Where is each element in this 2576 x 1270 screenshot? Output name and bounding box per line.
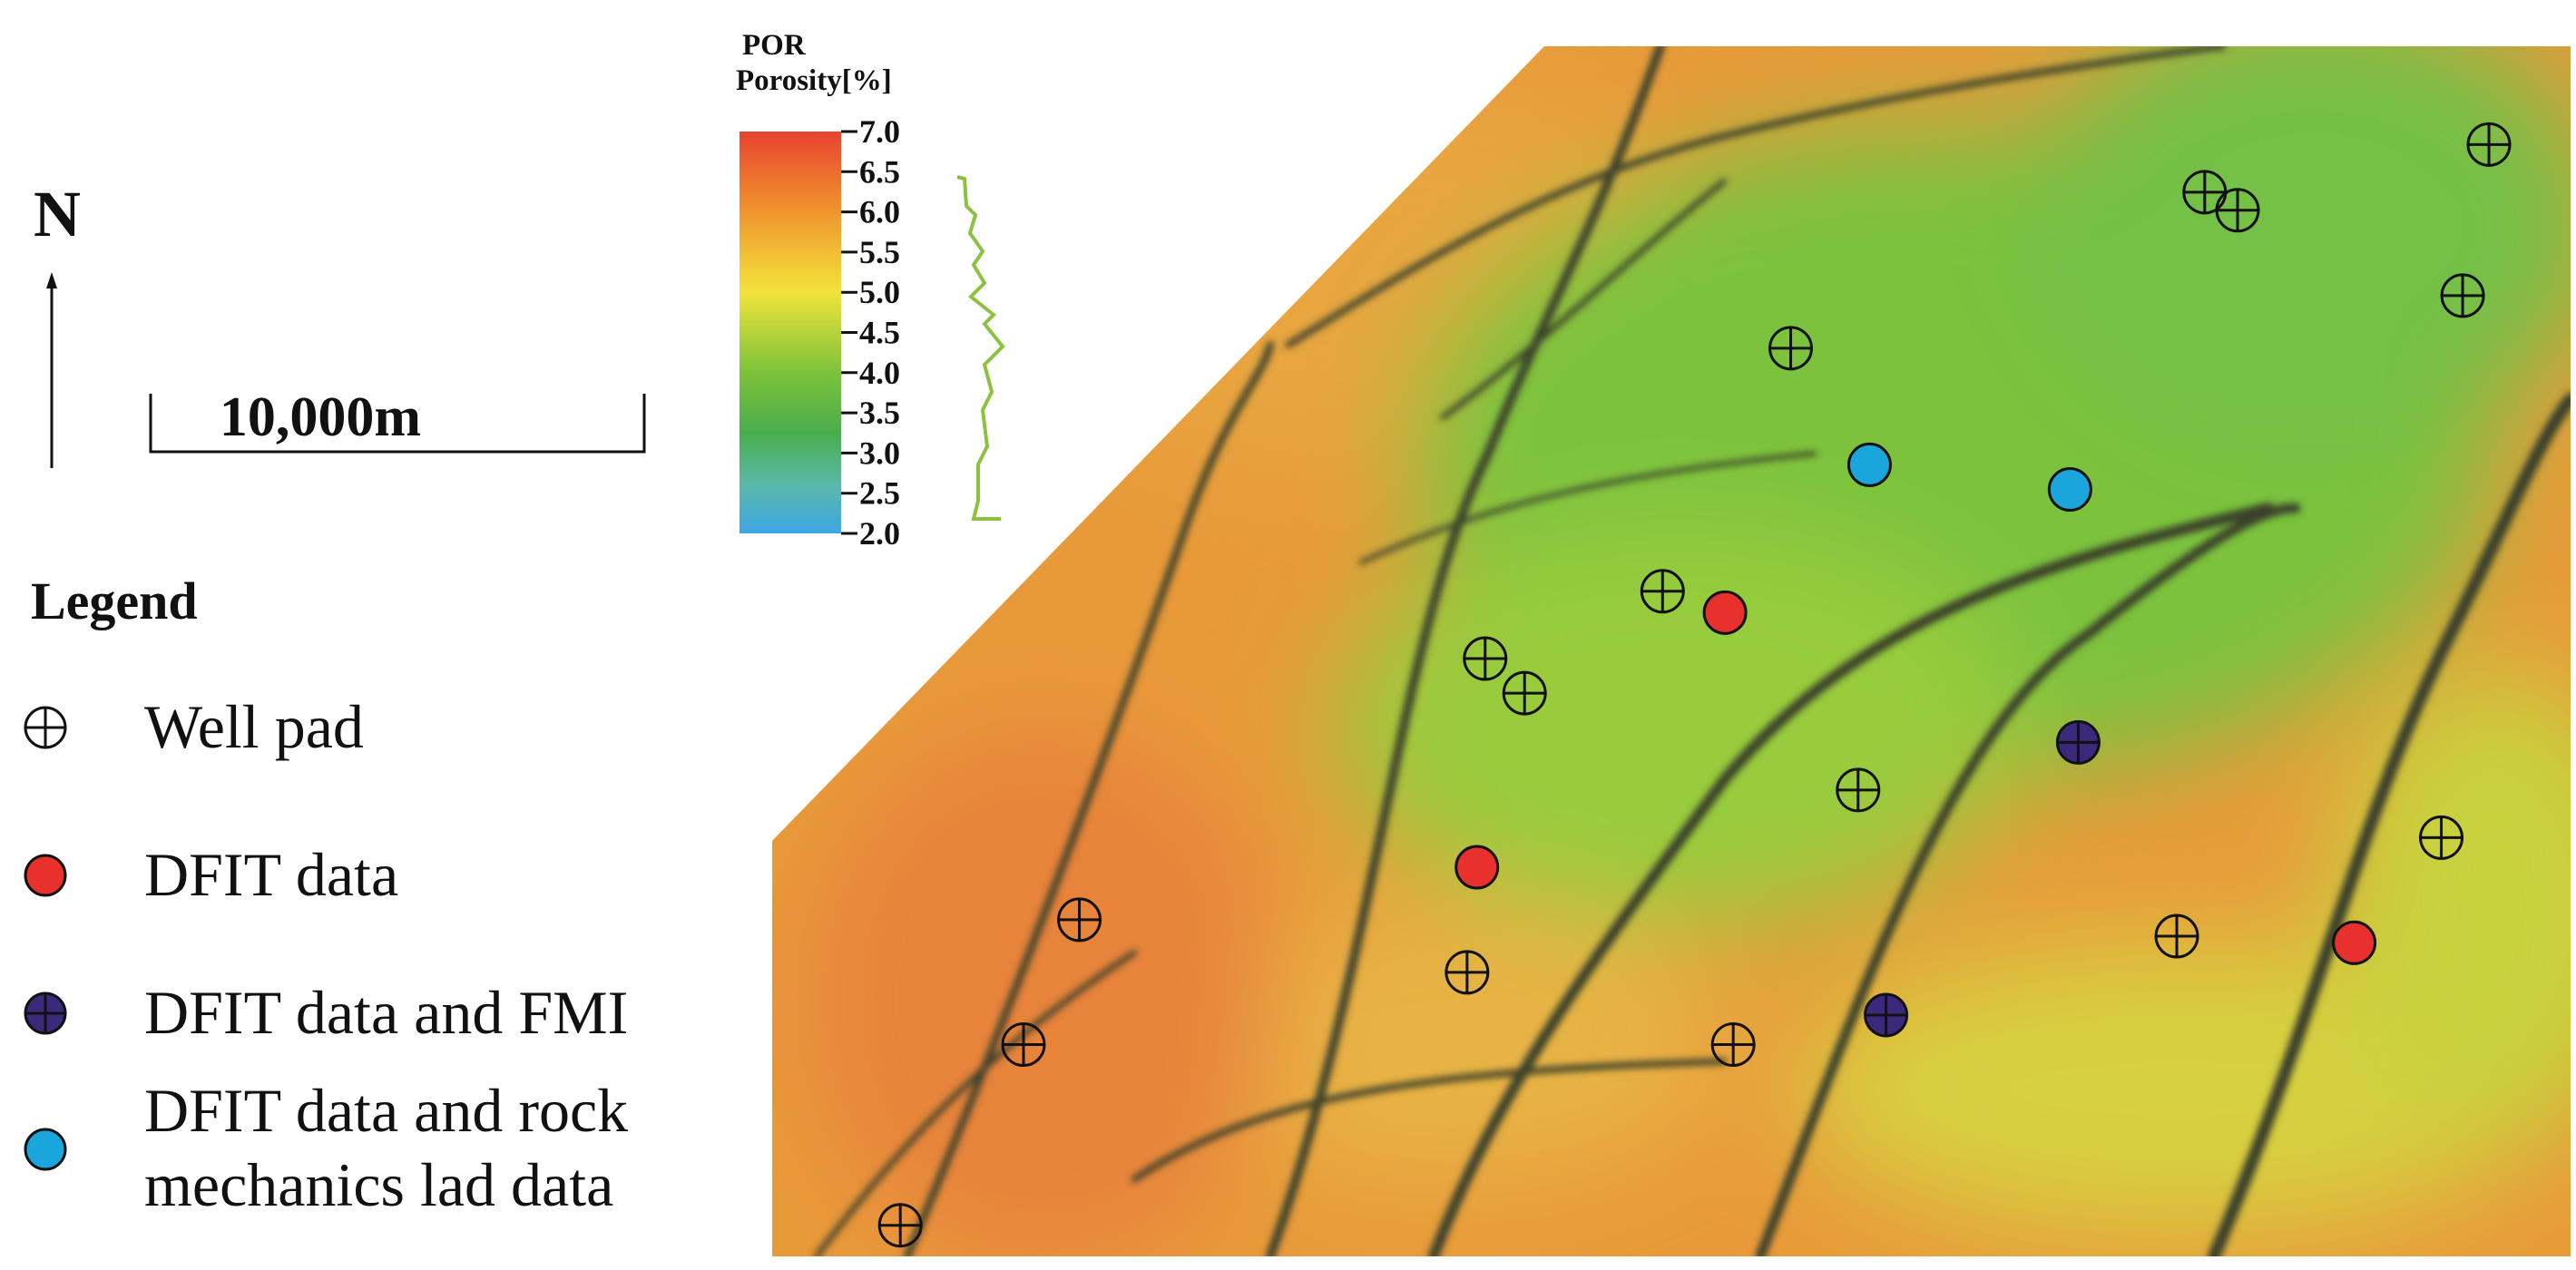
- marker-red: [2332, 920, 2377, 965]
- colorbar-tick-label: 3.0: [859, 435, 900, 471]
- colorbar-tick-label: 4.5: [859, 315, 900, 351]
- marker-red: [1702, 590, 1748, 635]
- colorbar-tick-label: 6.5: [859, 153, 900, 190]
- fault-lines: [814, 46, 2571, 1256]
- colorbar-tick-label: 2.5: [859, 475, 900, 512]
- colorbar-ticks: 7.06.5 6.0 5.5 5.0 4.5 4.0 3.5 3.0 2.52.0: [841, 113, 900, 552]
- marker-blue: [24, 1128, 67, 1171]
- legend-label: Well pad: [144, 692, 364, 761]
- legend-label: DFIT data: [144, 840, 398, 909]
- marker-blue: [2047, 467, 2092, 513]
- marker-red: [1455, 845, 1500, 890]
- legend-label-line: mechanics lad data: [144, 1150, 613, 1219]
- scale-bar: [149, 394, 646, 454]
- colorbar-tick-label: 7.0: [859, 113, 900, 150]
- scale-label: 10,000m: [220, 386, 421, 448]
- histogram: [956, 175, 1005, 521]
- legend-title: Legend: [31, 572, 198, 630]
- legend: Well pad DFIT data DFIT data and FMI DFIT d…: [24, 692, 628, 1219]
- legend-label: DFIT data and rock mechanics lad data: [144, 1076, 628, 1219]
- colorbar-tick-label: 5.5: [859, 234, 900, 270]
- colorbar-tick-label: 4.0: [859, 355, 900, 391]
- legend-label: DFIT data and FMI: [144, 978, 628, 1047]
- colorbar-title: POR: [742, 29, 807, 62]
- colorbar-label: Porosity[%]: [736, 64, 892, 97]
- porosity-map: [772, 46, 2571, 1256]
- colorbar-tick-label: 3.5: [859, 395, 900, 431]
- legend-label-line: DFIT data and rock: [144, 1076, 628, 1145]
- colorbar-tick-label: 2.0: [859, 515, 900, 552]
- north-arrow-head: [46, 272, 57, 288]
- marker-red: [24, 854, 67, 897]
- colorbar-tick-label: 5.0: [859, 274, 900, 310]
- colorbar: [739, 132, 841, 533]
- colorbar-tick-label: 6.0: [859, 194, 900, 230]
- marker-blue: [1846, 442, 1892, 487]
- well-markers: [877, 122, 2512, 1248]
- north-label: N: [34, 178, 81, 250]
